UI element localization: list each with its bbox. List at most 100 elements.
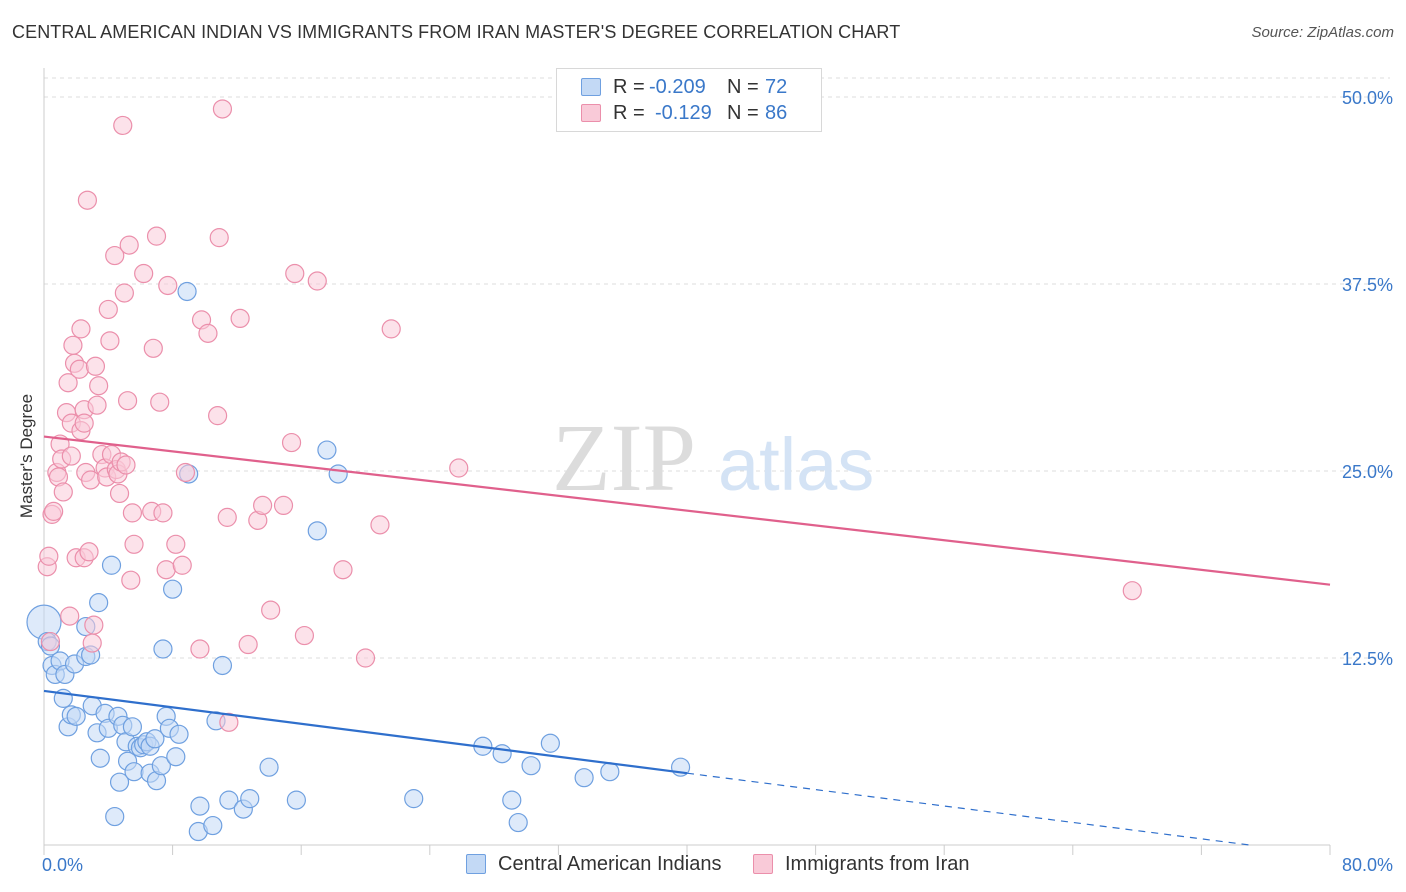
blue-point (169, 724, 189, 744)
pink-point (1122, 581, 1142, 601)
pink-point (114, 283, 134, 303)
legend-row-pink: R = -0.129 N = 86 (581, 101, 787, 125)
blue-point (124, 762, 144, 782)
blue-point (101, 555, 122, 575)
pink-point (153, 503, 173, 523)
pink-point (105, 245, 125, 266)
pink-point (134, 263, 154, 284)
pink-point (143, 338, 163, 358)
r-value-pink: -0.129 (655, 101, 712, 124)
pink-point (158, 275, 178, 296)
n-value-blue: 72 (765, 75, 788, 98)
y-tick-label: 37.5% (1342, 275, 1393, 295)
pink-point (166, 534, 186, 554)
pink-point (449, 458, 469, 478)
blue-point (259, 757, 279, 777)
tick-labels: 12.5% 25.0% 37.5% 50.0% 0.0% 80.0% (42, 88, 1393, 875)
blue-point (317, 440, 337, 460)
source-label: Source: ZipAtlas.com (1251, 24, 1394, 41)
blue-point (109, 772, 130, 792)
blue-point (153, 639, 173, 659)
pink-point (122, 503, 143, 523)
legend-row-blue: R = -0.209 N = 72 (581, 75, 787, 99)
y-tick-label: 25.0% (1342, 462, 1393, 482)
r-value-blue: -0.209 (649, 75, 706, 98)
pink-point (333, 560, 353, 580)
stats-legend: R = -0.209 N = 72 R = -0.129 N = 86 (556, 68, 822, 132)
pink-point (40, 631, 61, 652)
pink-point (190, 639, 210, 659)
pink-point (381, 319, 401, 339)
pink-point (60, 606, 80, 626)
watermark-zip: ZIP (552, 404, 696, 511)
legend-item-immigrants-from-iran[interactable]: Immigrants from Iran (753, 852, 969, 876)
pink-point (146, 226, 167, 246)
pink-point (212, 99, 233, 119)
blue-point (502, 790, 522, 810)
blue-point (600, 762, 620, 782)
grid-layer (44, 77, 1390, 659)
blue-point (151, 756, 171, 776)
pink-point (58, 373, 78, 393)
pink-point (61, 446, 81, 466)
pink-point (307, 271, 327, 291)
pink-point (100, 331, 120, 351)
pink-point (261, 600, 281, 620)
blue-point (286, 790, 306, 810)
pink-point (217, 507, 237, 527)
blue-swatch-icon (581, 78, 601, 96)
pink-point (63, 335, 83, 355)
blue-point (145, 729, 165, 749)
blue-point (240, 789, 260, 809)
pink-point (219, 712, 239, 732)
y-tick-label: 50.0% (1342, 88, 1393, 108)
pink-point (294, 625, 315, 646)
pink-point (370, 515, 390, 535)
pink-point (81, 470, 101, 490)
pink-point (209, 228, 229, 248)
blue-point (89, 593, 109, 613)
pink-point (77, 190, 98, 210)
blue-point (105, 806, 125, 827)
blue-point (203, 815, 223, 836)
pink-point (175, 462, 196, 483)
axes-layer (43, 68, 1331, 855)
blue-point (166, 747, 186, 767)
pink-point (79, 542, 99, 562)
blue-point (492, 744, 512, 764)
pink-point (198, 323, 218, 343)
blue-trend-line (43, 689, 688, 775)
pink-trend-line (43, 435, 1331, 586)
n-label: N = (727, 101, 759, 124)
y-tick-label: 12.5% (1342, 649, 1393, 669)
pink-point (172, 555, 192, 575)
blue-point (190, 796, 210, 816)
pink-point (150, 392, 170, 412)
pink-swatch-icon (581, 104, 601, 122)
blue-point (404, 789, 424, 809)
legend-item-central-american-indians[interactable]: Central American Indians (466, 852, 721, 876)
blue-point (219, 790, 239, 810)
pink-point (98, 299, 118, 320)
pink-point (85, 356, 106, 376)
y-axis-label: Master's Degree (17, 393, 36, 519)
blue-point (177, 281, 197, 302)
blue-point (66, 706, 86, 726)
pink-point (117, 391, 138, 411)
pink-point (74, 413, 94, 433)
pink-point (230, 308, 250, 329)
pink-point (44, 501, 64, 521)
legend-label-pink: Immigrants from Iran (785, 852, 970, 875)
blue-trend-extension (686, 772, 1250, 846)
pink-point (208, 406, 228, 426)
blue-point (307, 521, 327, 541)
x-tick-label: 80.0% (1342, 855, 1393, 875)
pink-point (281, 432, 302, 453)
legend-label-blue: Central American Indians (498, 852, 722, 875)
pink-point (253, 495, 273, 516)
pink-swatch-icon (753, 854, 773, 874)
pink-point (119, 235, 139, 255)
pink-point (69, 359, 89, 379)
pink-point (124, 534, 144, 554)
n-label: N = (727, 75, 759, 98)
